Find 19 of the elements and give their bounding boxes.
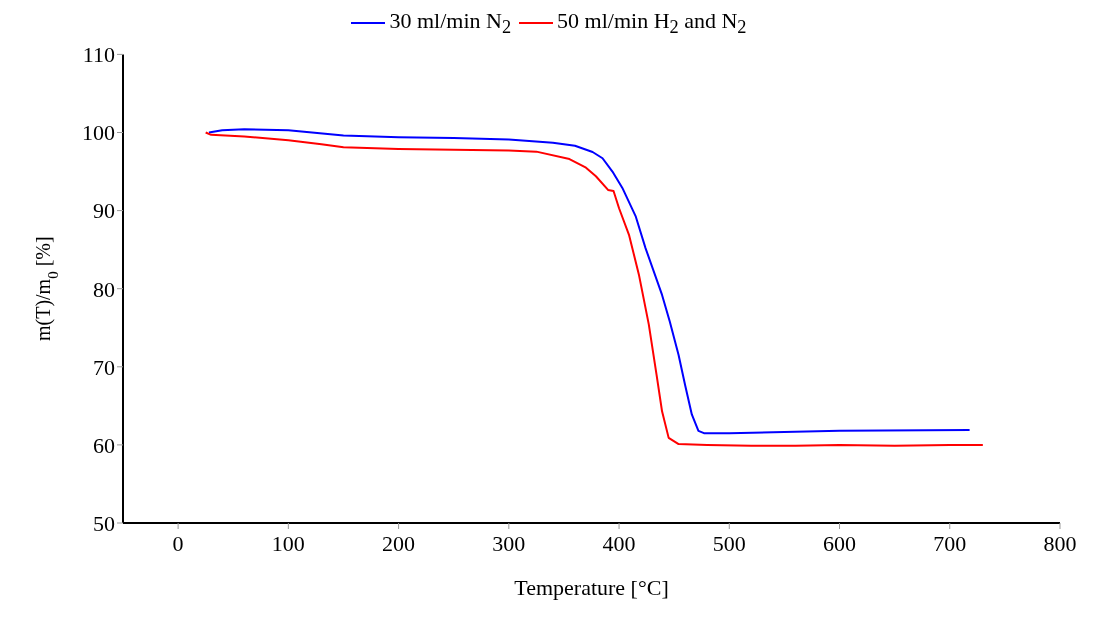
y-tick-label: 70 [93, 354, 115, 380]
legend-label: 30 ml/min N$_{2}$ [389, 8, 512, 39]
x-tick-label: 200 [382, 530, 416, 556]
x-tick-label: 300 [492, 530, 526, 556]
legend-label: 50 ml/min H$_{2}$ and N$_{2}$ [557, 8, 747, 39]
x-tick-label: 500 [712, 530, 746, 556]
x-tick-label: 400 [602, 530, 636, 556]
x-tick-label: 700 [933, 530, 967, 556]
x-axis-title: Temperature [°C] [514, 575, 669, 600]
y-tick-label: 90 [93, 198, 115, 224]
y-tick-label: 100 [82, 120, 115, 146]
y-tick-label: 50 [93, 510, 115, 536]
x-tick-label: 0 [172, 530, 184, 556]
x-tick-label: 600 [823, 530, 857, 556]
y-tick-label: 80 [93, 276, 115, 302]
x-tick-label: 800 [1043, 530, 1077, 556]
x-tick-label: 100 [271, 530, 305, 556]
y-tick-label: 110 [82, 42, 115, 68]
y-tick-label: 60 [93, 432, 115, 458]
